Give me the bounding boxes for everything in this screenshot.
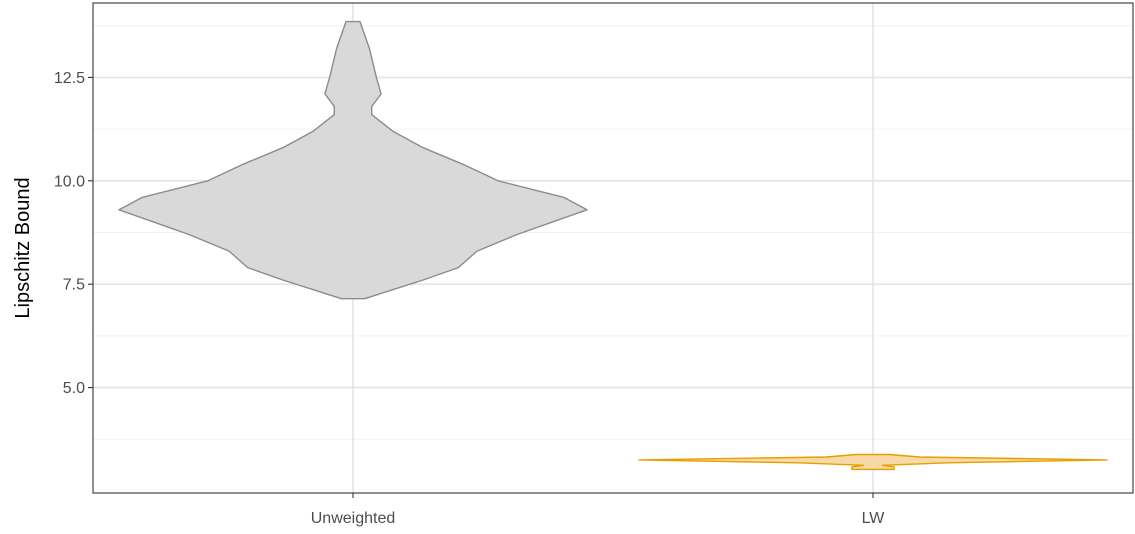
violin-unweighted — [118, 20, 588, 300]
y-tick-label: 12.5 — [54, 70, 85, 87]
y-tick-label: 7.5 — [63, 277, 85, 294]
y-axis-ticks: 5.0 7.5 10.0 12.5 — [54, 70, 93, 397]
x-axis-ticks: Unweighted LW — [311, 493, 886, 527]
x-tick-label: Unweighted — [311, 510, 396, 527]
violin-lw — [638, 453, 1108, 471]
y-axis-title: Lipschitz Bound — [12, 177, 34, 318]
y-tick-label: 5.0 — [63, 380, 85, 397]
x-tick-label: LW — [862, 510, 886, 527]
panel-border — [92, 2, 1134, 494]
y-tick-label: 10.0 — [54, 173, 85, 190]
violins — [118, 20, 1108, 471]
